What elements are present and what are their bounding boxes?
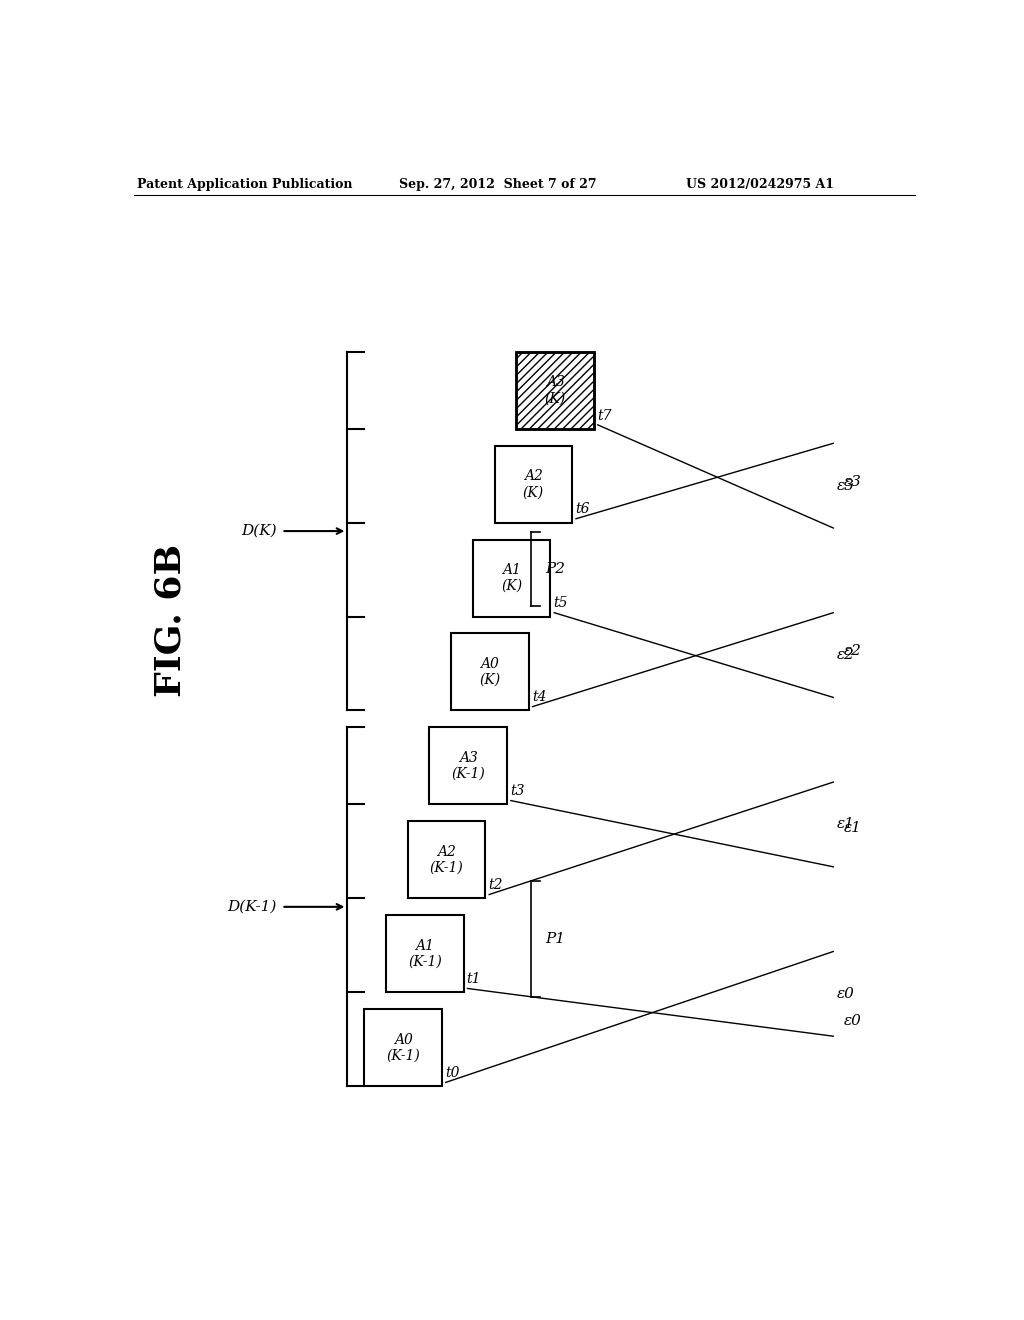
Bar bbox=[452, 634, 528, 710]
Text: t5: t5 bbox=[554, 597, 568, 610]
Text: t2: t2 bbox=[488, 878, 503, 892]
Text: t7: t7 bbox=[597, 408, 611, 422]
Text: D(K-1): D(K-1) bbox=[227, 900, 276, 913]
Text: A1
(K): A1 (K) bbox=[501, 562, 522, 593]
Text: US 2012/0242975 A1: US 2012/0242975 A1 bbox=[686, 178, 834, 190]
Text: ε2: ε2 bbox=[844, 644, 861, 659]
Text: ε3: ε3 bbox=[838, 479, 855, 492]
Text: t0: t0 bbox=[445, 1067, 460, 1080]
Bar bbox=[408, 821, 485, 899]
Text: D(K): D(K) bbox=[242, 524, 276, 539]
Text: A3
(K): A3 (K) bbox=[545, 375, 565, 405]
Text: ε3: ε3 bbox=[844, 475, 861, 488]
Text: P2: P2 bbox=[545, 562, 565, 576]
Text: ε0: ε0 bbox=[844, 1014, 861, 1028]
Bar bbox=[365, 1010, 442, 1086]
Text: ε0: ε0 bbox=[838, 987, 855, 1001]
Text: t1: t1 bbox=[467, 972, 481, 986]
Bar bbox=[386, 915, 464, 993]
Text: Sep. 27, 2012  Sheet 7 of 27: Sep. 27, 2012 Sheet 7 of 27 bbox=[399, 178, 597, 190]
Bar bbox=[429, 727, 507, 804]
Text: A3
(K-1): A3 (K-1) bbox=[452, 751, 485, 781]
Bar bbox=[516, 351, 594, 429]
Text: Patent Application Publication: Patent Application Publication bbox=[137, 178, 353, 190]
Text: A0
(K-1): A0 (K-1) bbox=[386, 1032, 420, 1063]
Text: A1
(K-1): A1 (K-1) bbox=[408, 939, 441, 969]
Text: ε2: ε2 bbox=[838, 648, 855, 663]
Text: FIG. 6B: FIG. 6B bbox=[154, 544, 187, 697]
Text: ε1: ε1 bbox=[838, 817, 855, 832]
Text: A2
(K-1): A2 (K-1) bbox=[430, 845, 464, 875]
Text: t3: t3 bbox=[510, 784, 524, 799]
Bar bbox=[495, 446, 572, 523]
Text: t6: t6 bbox=[575, 503, 590, 516]
Text: ε1: ε1 bbox=[844, 821, 861, 836]
Text: A0
(K): A0 (K) bbox=[479, 657, 501, 688]
Bar bbox=[516, 351, 594, 429]
Text: P1: P1 bbox=[545, 932, 565, 946]
Bar bbox=[473, 540, 550, 616]
Text: t4: t4 bbox=[531, 690, 546, 705]
Text: A2
(K): A2 (K) bbox=[523, 469, 544, 499]
